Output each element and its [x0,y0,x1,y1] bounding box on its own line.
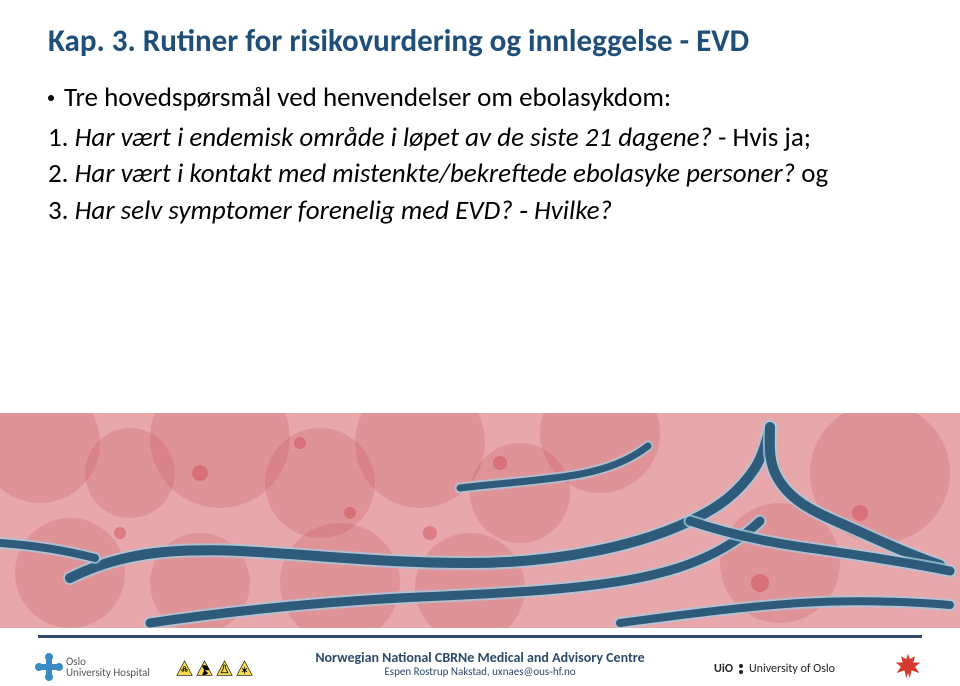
virus-filaments-icon [0,413,960,628]
item-number: 3. [48,194,75,227]
hospital-line2: University Hospital [66,667,150,678]
footer-author: Espen Rostrup Nakstad, uxnaes@ous‐hf.no [315,666,644,679]
item-number: 2. [48,157,75,190]
bullet-row: Tre hovedspørsmål ved henvendelser om eb… [48,81,912,114]
maple-leaf-icon [894,652,922,680]
footer: Oslo University Hospital [0,642,960,686]
content-area: Kap. 3. Rutiner for risikovurdering og i… [0,0,960,229]
bullet-text: Tre hovedspørsmål ved henvendelser om eb… [64,81,671,114]
cross-icon [38,656,60,678]
uio-abbrev: UiO [714,662,733,676]
uio-dots-icon [739,664,743,674]
explosion-icon [236,660,253,677]
slide: Kap. 3. Rutiner for risikovurdering og i… [0,0,960,686]
biohazard-icon [176,660,193,677]
list-item: 2. Har vært i kontakt med mistenkte/bekr… [48,156,912,192]
footer-center: Norwegian National CBRNe Medical and Adv… [315,650,644,679]
uio-name: University of Oslo [749,662,835,676]
bullet-dot-icon [48,95,54,101]
chemical-icon [216,660,233,677]
hospital-logo: Oslo University Hospital [38,656,150,678]
list-item: 1. Har vært i endemisk område i løpet av… [48,120,912,156]
slide-title: Kap. 3. Rutiner for risikovurdering og i… [48,22,912,61]
list-item: 3. Har selv symptomer forenelig med EVD?… [48,193,912,229]
radiation-icon [196,660,213,677]
item-body: Har vært i endemisk område i løpet av de… [75,121,712,154]
footer-centre-name: Norwegian National CBRNe Medical and Adv… [315,650,644,666]
footer-divider [38,635,922,638]
hospital-name: Oslo University Hospital [66,656,150,678]
uio-logo: UiO University of Oslo [714,662,835,676]
item-tail: og [795,157,828,190]
item-number: 1. [48,121,75,154]
ebola-image [0,413,960,628]
numbered-list: 1. Har vært i endemisk område i løpet av… [48,120,912,229]
item-body: Har selv symptomer forenelig med EVD? ‐ … [75,194,612,227]
hazard-icons [176,660,253,677]
item-body: Har vært i kontakt med mistenkte/bekreft… [75,157,796,190]
item-tail: - Hvis ja; [712,121,811,154]
